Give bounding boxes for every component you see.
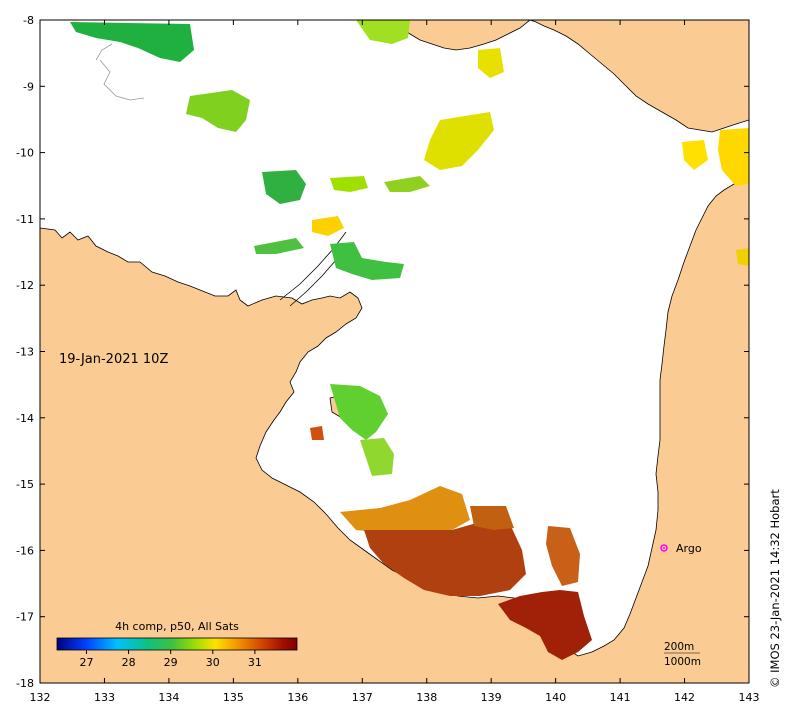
date-label: 19-Jan-2021 10Z bbox=[59, 352, 168, 367]
sst-patch bbox=[330, 242, 404, 280]
x-tick-label: 133 bbox=[94, 691, 115, 704]
sst-patch bbox=[312, 216, 344, 236]
depth-legend-200m: 200m bbox=[664, 641, 694, 653]
sst-patch bbox=[360, 438, 394, 476]
sst-patch bbox=[736, 248, 749, 266]
x-tick-label: 134 bbox=[158, 691, 179, 704]
x-axis: 132 133 134 135 136 137 138 139 140 141 142 143 bbox=[30, 20, 760, 704]
x-tick-label: 139 bbox=[481, 691, 502, 704]
sst-patch bbox=[384, 176, 430, 192]
sst-patch bbox=[498, 590, 592, 660]
land-cape-york bbox=[529, 20, 749, 133]
sst-patch bbox=[310, 426, 324, 440]
y-tick-label: -16 bbox=[16, 544, 34, 557]
sst-patch bbox=[330, 384, 388, 440]
depth-legend-1000m: 1000m bbox=[664, 656, 701, 668]
land-new-guinea bbox=[399, 20, 531, 51]
colorbar-tick-label: 28 bbox=[122, 656, 136, 669]
colorbar bbox=[56, 637, 298, 651]
colorbar-tick-label: 30 bbox=[206, 656, 220, 669]
argo-label: Argo bbox=[676, 542, 702, 555]
x-tick-label: 138 bbox=[416, 691, 437, 704]
land-northern-territory bbox=[40, 181, 749, 683]
y-tick-label: -9 bbox=[23, 80, 34, 93]
y-tick-label: -11 bbox=[16, 213, 34, 226]
sst-patch bbox=[682, 140, 708, 170]
sst-patch bbox=[70, 22, 194, 62]
land-wessel-islands bbox=[279, 231, 347, 307]
sst-patch bbox=[330, 176, 368, 192]
land-outline-northwest bbox=[95, 43, 145, 101]
x-tick-label: 140 bbox=[545, 691, 566, 704]
x-tick-label: 142 bbox=[674, 691, 695, 704]
sst-patch bbox=[546, 526, 580, 586]
y-axis: -8 -9 -10 -11 -12 -13 -14 -15 -16 -17 -18 bbox=[16, 14, 749, 690]
x-tick-label: 136 bbox=[287, 691, 308, 704]
imos-credit: © IMOS 23-Jan-2021 14:32 Hobart bbox=[768, 489, 782, 688]
colorbar-ticks: 27 28 29 30 31 bbox=[79, 650, 262, 669]
y-tick-label: -15 bbox=[16, 478, 34, 491]
colorbar-tick-label: 31 bbox=[248, 656, 262, 669]
colorbar-tick-label: 29 bbox=[164, 656, 178, 669]
y-tick-label: -14 bbox=[16, 412, 34, 425]
argo-marker bbox=[660, 544, 668, 552]
sst-patch bbox=[718, 128, 749, 186]
y-tick-label: -18 bbox=[16, 677, 34, 690]
sst-patch bbox=[340, 486, 470, 534]
y-tick-label: -10 bbox=[16, 147, 34, 160]
y-tick-label: -13 bbox=[16, 346, 34, 359]
sst-patch bbox=[424, 112, 494, 170]
x-tick-label: 141 bbox=[610, 691, 631, 704]
y-tick-label: -12 bbox=[16, 279, 34, 292]
sst-patch bbox=[356, 20, 410, 44]
y-tick-label: -8 bbox=[23, 14, 34, 27]
sst-patch bbox=[364, 522, 526, 596]
sst-patch bbox=[186, 90, 250, 132]
sst-patch bbox=[470, 506, 514, 530]
sst-patch bbox=[478, 48, 504, 78]
sst-patch bbox=[262, 170, 306, 204]
y-tick-label: -17 bbox=[16, 611, 34, 624]
x-tick-label: 137 bbox=[352, 691, 373, 704]
sst-patch bbox=[254, 238, 304, 254]
x-tick-label: 132 bbox=[30, 691, 51, 704]
colorbar-title: 4h comp, p50, All Sats bbox=[115, 620, 239, 633]
colorbar-tick-label: 27 bbox=[79, 656, 93, 669]
x-tick-label: 135 bbox=[223, 691, 244, 704]
x-tick-label: 143 bbox=[739, 691, 760, 704]
